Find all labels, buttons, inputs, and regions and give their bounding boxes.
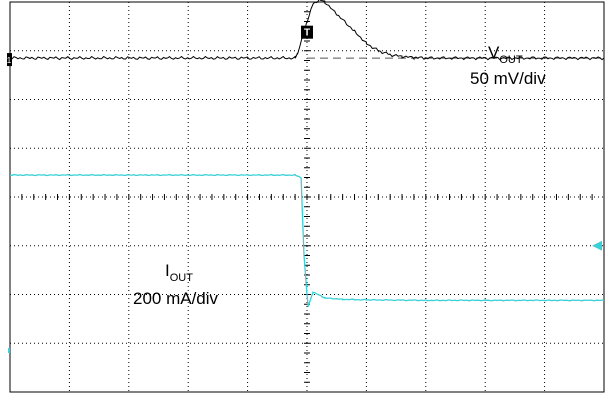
iout-ground-marker	[592, 240, 602, 251]
trace-series-1	[9, 173, 605, 307]
iout-label: IOUT	[165, 261, 193, 284]
trigger-marker	[301, 25, 313, 39]
vout-ground-marker-text: 1	[7, 56, 12, 65]
trace-series-0	[9, 0, 605, 61]
iout-scale: 200 mA/div	[133, 289, 219, 308]
markers: T1	[7, 25, 602, 353]
vout-ground-marker	[7, 53, 12, 67]
trigger-marker-text: T	[304, 28, 310, 39]
traces	[9, 0, 605, 307]
reference-lines	[307, 57, 604, 59]
vout-label: VOUT	[488, 43, 523, 66]
vout-scale: 50 mV/div	[470, 69, 546, 88]
